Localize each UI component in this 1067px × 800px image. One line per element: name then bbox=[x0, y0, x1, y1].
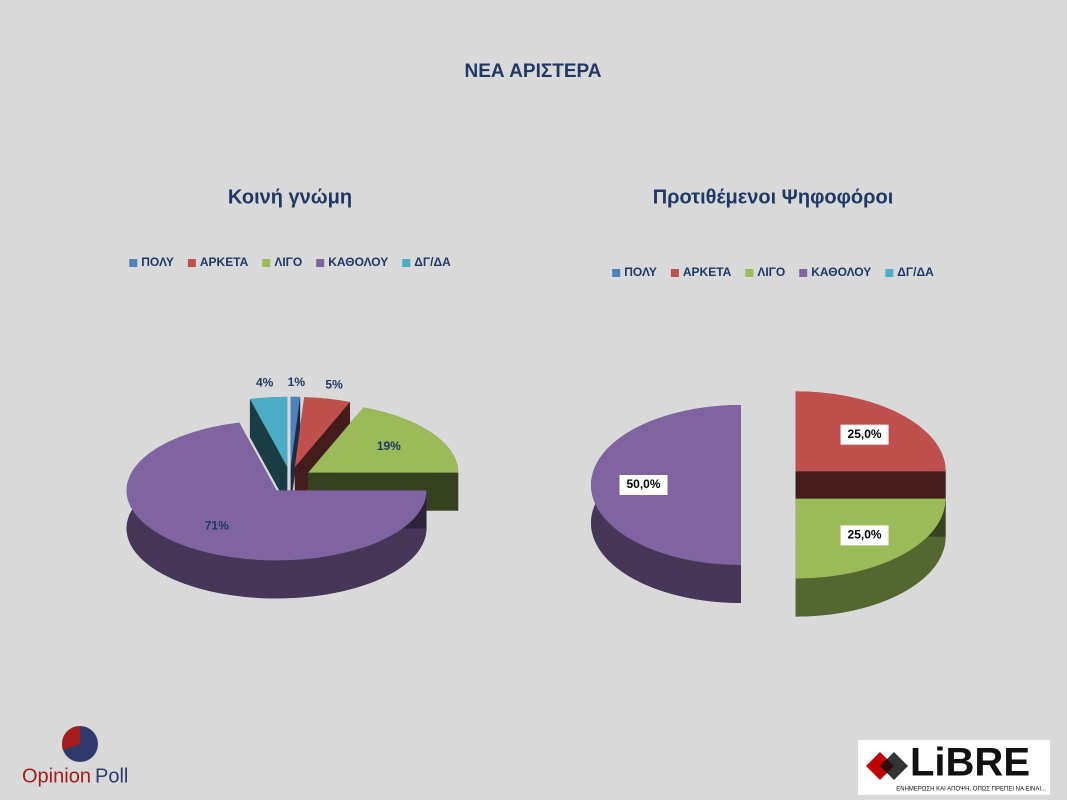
legend-label: ΛΙΓΟ bbox=[757, 265, 785, 279]
slice bbox=[294, 397, 351, 468]
legend-item: ΔΓ/ΔΑ bbox=[402, 255, 451, 269]
logo-text-2: Poll bbox=[95, 765, 128, 787]
legend-item: ΛΙΓΟ bbox=[745, 265, 785, 279]
legend-swatch bbox=[612, 269, 621, 277]
legend-item: ΠΟΛΥ bbox=[129, 255, 174, 269]
legend-item: ΛΙΓΟ bbox=[262, 255, 302, 269]
legend-label: ΔΓ/ΔΑ bbox=[897, 265, 934, 279]
slide-title: ΝΕΑ ΑΡΙΣΤΕΡΑ bbox=[464, 61, 601, 82]
legend-item: ΠΟΛΥ bbox=[612, 265, 657, 279]
chart-title: Προτιθέμενοι Ψηφοφόροι bbox=[653, 186, 894, 208]
label-box bbox=[840, 525, 889, 546]
legend-swatch bbox=[670, 269, 679, 277]
legend-item: ΚΑΘΟΛΟΥ bbox=[316, 255, 388, 269]
legend-label: ΠΟΛΥ bbox=[624, 265, 657, 279]
data-label: 19% bbox=[377, 439, 401, 453]
legend-label: ΚΑΘΟΛΟΥ bbox=[328, 255, 388, 269]
legend-swatch bbox=[885, 269, 894, 277]
legend-item: ΔΓ/ΔΑ bbox=[885, 265, 934, 279]
label-box bbox=[840, 424, 889, 445]
legend-label: ΑΡΚΕΤΑ bbox=[200, 255, 249, 269]
legend-label: ΚΑΘΟΛΟΥ bbox=[811, 265, 871, 279]
data-label: 71% bbox=[205, 519, 229, 533]
logo-text: LiBRE bbox=[910, 741, 1030, 785]
slice-wall bbox=[249, 399, 288, 505]
data-label: 5% bbox=[325, 377, 343, 391]
legend-label: ΠΟΛΥ bbox=[141, 255, 174, 269]
legend-label: ΔΓ/ΔΑ bbox=[414, 255, 451, 269]
legend-item: ΑΡΚΕΤΑ bbox=[187, 255, 249, 269]
legend-label: ΛΙΓΟ bbox=[274, 255, 302, 269]
logo-wedge bbox=[61, 725, 80, 750]
logo-tagline: ΕΝΗΜΕΡΩΣΗ ΚΑΙ ΑΠΟΨΗ, ΟΠΩΣ ΠΡΕΠΕΙ ΝΑ ΕΙΝΑ… bbox=[896, 787, 1046, 793]
data-label: 1% bbox=[288, 375, 306, 389]
legend-swatch bbox=[187, 259, 196, 267]
legend-swatch bbox=[745, 269, 754, 277]
opinionpoll-logo: Opinion Poll bbox=[22, 725, 128, 787]
data-label: 25,0% bbox=[848, 427, 882, 441]
legend-label: ΑΡΚΕΤΑ bbox=[683, 265, 732, 279]
slice-wall bbox=[795, 498, 946, 617]
slice bbox=[126, 422, 427, 561]
slice bbox=[290, 396, 301, 467]
logo-text-1: Opinion bbox=[22, 765, 91, 787]
slice bbox=[249, 396, 288, 467]
legend-swatch bbox=[129, 259, 138, 267]
slice bbox=[308, 407, 459, 473]
data-label: 50,0% bbox=[626, 477, 660, 491]
label-box bbox=[619, 475, 668, 495]
chart-title: Κοινή γνώμη bbox=[228, 186, 352, 208]
data-label: 25,0% bbox=[848, 528, 882, 542]
data-label: 4% bbox=[256, 376, 274, 390]
legend-swatch bbox=[402, 259, 411, 267]
legend-swatch bbox=[799, 269, 808, 277]
legend-swatch bbox=[316, 259, 325, 267]
slice-wall bbox=[290, 396, 301, 505]
legend-item: ΚΑΘΟΛΟΥ bbox=[799, 265, 871, 279]
logo-diamond bbox=[880, 752, 908, 780]
legend-item: ΑΡΚΕΤΑ bbox=[670, 265, 732, 279]
libre-logo: LiBRE ΕΝΗΜΕΡΩΣΗ ΚΑΙ ΑΠΟΨΗ, ΟΠΩΣ ΠΡΕΠΕΙ Ν… bbox=[858, 740, 1050, 795]
legend-swatch bbox=[262, 259, 271, 267]
